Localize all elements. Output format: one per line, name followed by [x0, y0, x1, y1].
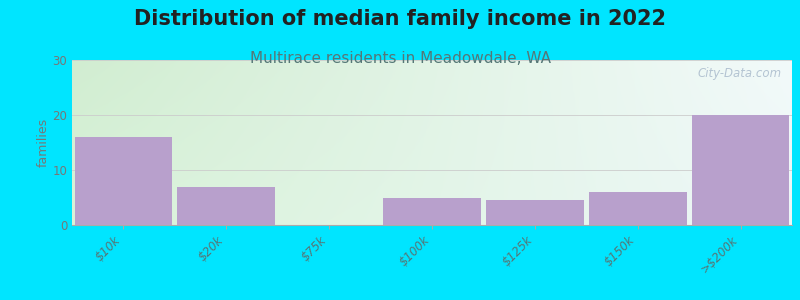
- Bar: [74, 137, 172, 225]
- Y-axis label: families: families: [37, 118, 50, 167]
- Text: City-Data.com: City-Data.com: [697, 67, 781, 80]
- Bar: [589, 192, 686, 225]
- Bar: [692, 115, 790, 225]
- Text: Distribution of median family income in 2022: Distribution of median family income in …: [134, 9, 666, 29]
- Bar: [178, 187, 275, 225]
- Bar: [486, 200, 584, 225]
- Bar: [383, 197, 481, 225]
- Text: Multirace residents in Meadowdale, WA: Multirace residents in Meadowdale, WA: [250, 51, 550, 66]
